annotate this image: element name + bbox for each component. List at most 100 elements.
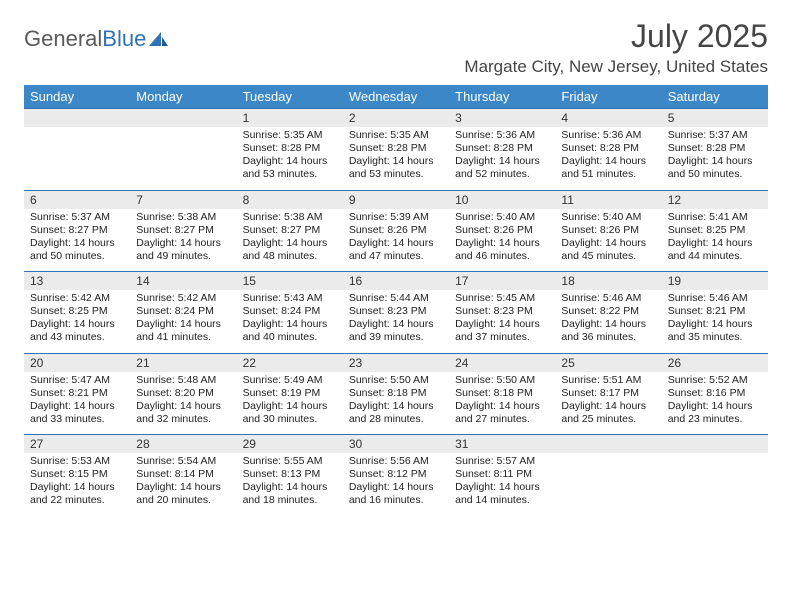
calendar-cell: 19Sunrise: 5:46 AMSunset: 8:21 PMDayligh… xyxy=(662,271,768,353)
date-bar: 7 xyxy=(130,190,236,209)
brand-text-2: Blue xyxy=(102,26,146,52)
calendar-cell: 3Sunrise: 5:36 AMSunset: 8:28 PMDaylight… xyxy=(449,108,555,190)
daylight2-text: and 46 minutes. xyxy=(455,250,549,263)
daylight2-text: and 50 minutes. xyxy=(668,168,762,181)
day-header: Saturday xyxy=(662,85,768,108)
sunrise-text: Sunrise: 5:40 AM xyxy=(455,211,549,224)
cell-body: Sunrise: 5:43 AMSunset: 8:24 PMDaylight:… xyxy=(237,290,343,353)
sunrise-text: Sunrise: 5:42 AM xyxy=(30,292,124,305)
date-bar: 26 xyxy=(662,353,768,372)
cell-body: Sunrise: 5:47 AMSunset: 8:21 PMDaylight:… xyxy=(24,372,130,435)
cell-body: Sunrise: 5:39 AMSunset: 8:26 PMDaylight:… xyxy=(343,209,449,272)
date-bar: 28 xyxy=(130,434,236,453)
daylight2-text: and 22 minutes. xyxy=(30,494,124,507)
calendar-cell: 16Sunrise: 5:44 AMSunset: 8:23 PMDayligh… xyxy=(343,271,449,353)
date-bar: 13 xyxy=(24,271,130,290)
calendar-cell: 26Sunrise: 5:52 AMSunset: 8:16 PMDayligh… xyxy=(662,353,768,435)
calendar-cell: 30Sunrise: 5:56 AMSunset: 8:12 PMDayligh… xyxy=(343,434,449,516)
date-bar: 31 xyxy=(449,434,555,453)
sunrise-text: Sunrise: 5:41 AM xyxy=(668,211,762,224)
date-bar: 20 xyxy=(24,353,130,372)
daylight2-text: and 36 minutes. xyxy=(561,331,655,344)
cell-body: Sunrise: 5:50 AMSunset: 8:18 PMDaylight:… xyxy=(449,372,555,435)
day-header-row: SundayMondayTuesdayWednesdayThursdayFrid… xyxy=(24,85,768,108)
sunrise-text: Sunrise: 5:45 AM xyxy=(455,292,549,305)
week-row: 27Sunrise: 5:53 AMSunset: 8:15 PMDayligh… xyxy=(24,434,768,516)
daylight1-text: Daylight: 14 hours xyxy=(243,481,337,494)
sunrise-text: Sunrise: 5:35 AM xyxy=(243,129,337,142)
calendar-cell: 25Sunrise: 5:51 AMSunset: 8:17 PMDayligh… xyxy=(555,353,661,435)
calendar-cell: 14Sunrise: 5:42 AMSunset: 8:24 PMDayligh… xyxy=(130,271,236,353)
cell-body: Sunrise: 5:38 AMSunset: 8:27 PMDaylight:… xyxy=(130,209,236,272)
calendar-cell: 23Sunrise: 5:50 AMSunset: 8:18 PMDayligh… xyxy=(343,353,449,435)
cell-body: Sunrise: 5:57 AMSunset: 8:11 PMDaylight:… xyxy=(449,453,555,516)
daylight1-text: Daylight: 14 hours xyxy=(455,237,549,250)
sunset-text: Sunset: 8:18 PM xyxy=(455,387,549,400)
daylight2-text: and 49 minutes. xyxy=(136,250,230,263)
daylight1-text: Daylight: 14 hours xyxy=(30,481,124,494)
cell-body: Sunrise: 5:46 AMSunset: 8:21 PMDaylight:… xyxy=(662,290,768,353)
date-bar xyxy=(130,108,236,127)
sunset-text: Sunset: 8:13 PM xyxy=(243,468,337,481)
cell-body: Sunrise: 5:38 AMSunset: 8:27 PMDaylight:… xyxy=(237,209,343,272)
sunset-text: Sunset: 8:26 PM xyxy=(349,224,443,237)
daylight2-text: and 48 minutes. xyxy=(243,250,337,263)
date-bar: 18 xyxy=(555,271,661,290)
cell-body: Sunrise: 5:37 AMSunset: 8:27 PMDaylight:… xyxy=(24,209,130,272)
cell-body: Sunrise: 5:36 AMSunset: 8:28 PMDaylight:… xyxy=(555,127,661,190)
sunset-text: Sunset: 8:23 PM xyxy=(455,305,549,318)
week-row: 13Sunrise: 5:42 AMSunset: 8:25 PMDayligh… xyxy=(24,271,768,353)
sunset-text: Sunset: 8:27 PM xyxy=(243,224,337,237)
date-bar: 19 xyxy=(662,271,768,290)
date-bar: 12 xyxy=(662,190,768,209)
day-header: Thursday xyxy=(449,85,555,108)
daylight2-text: and 32 minutes. xyxy=(136,413,230,426)
sunrise-text: Sunrise: 5:43 AM xyxy=(243,292,337,305)
calendar-cell: 5Sunrise: 5:37 AMSunset: 8:28 PMDaylight… xyxy=(662,108,768,190)
calendar-cell: 31Sunrise: 5:57 AMSunset: 8:11 PMDayligh… xyxy=(449,434,555,516)
calendar-cell: 7Sunrise: 5:38 AMSunset: 8:27 PMDaylight… xyxy=(130,190,236,272)
sunrise-text: Sunrise: 5:40 AM xyxy=(561,211,655,224)
sunrise-text: Sunrise: 5:46 AM xyxy=(668,292,762,305)
date-bar: 9 xyxy=(343,190,449,209)
brand-logo: GeneralBlue xyxy=(24,18,170,52)
sunrise-text: Sunrise: 5:37 AM xyxy=(30,211,124,224)
daylight1-text: Daylight: 14 hours xyxy=(668,237,762,250)
sunrise-text: Sunrise: 5:38 AM xyxy=(136,211,230,224)
daylight1-text: Daylight: 14 hours xyxy=(668,400,762,413)
date-bar: 10 xyxy=(449,190,555,209)
daylight1-text: Daylight: 14 hours xyxy=(30,318,124,331)
daylight2-text: and 39 minutes. xyxy=(349,331,443,344)
sunset-text: Sunset: 8:19 PM xyxy=(243,387,337,400)
calendar-cell: 27Sunrise: 5:53 AMSunset: 8:15 PMDayligh… xyxy=(24,434,130,516)
calendar-cell: 20Sunrise: 5:47 AMSunset: 8:21 PMDayligh… xyxy=(24,353,130,435)
sunrise-text: Sunrise: 5:50 AM xyxy=(455,374,549,387)
week-row: 6Sunrise: 5:37 AMSunset: 8:27 PMDaylight… xyxy=(24,190,768,272)
daylight2-text: and 47 minutes. xyxy=(349,250,443,263)
sunset-text: Sunset: 8:18 PM xyxy=(349,387,443,400)
date-bar: 11 xyxy=(555,190,661,209)
sunset-text: Sunset: 8:23 PM xyxy=(349,305,443,318)
daylight1-text: Daylight: 14 hours xyxy=(349,237,443,250)
date-bar xyxy=(662,434,768,453)
date-bar: 30 xyxy=(343,434,449,453)
brand-sail-icon xyxy=(148,31,170,49)
date-bar xyxy=(555,434,661,453)
calendar-cell: 18Sunrise: 5:46 AMSunset: 8:22 PMDayligh… xyxy=(555,271,661,353)
brand-text-1: General xyxy=(24,26,102,52)
daylight2-text: and 14 minutes. xyxy=(455,494,549,507)
daylight2-text: and 50 minutes. xyxy=(30,250,124,263)
cell-body: Sunrise: 5:35 AMSunset: 8:28 PMDaylight:… xyxy=(237,127,343,190)
title-block: July 2025 Margate City, New Jersey, Unit… xyxy=(464,18,768,77)
daylight1-text: Daylight: 14 hours xyxy=(455,318,549,331)
daylight1-text: Daylight: 14 hours xyxy=(243,400,337,413)
sunset-text: Sunset: 8:16 PM xyxy=(668,387,762,400)
sunset-text: Sunset: 8:25 PM xyxy=(668,224,762,237)
cell-body: Sunrise: 5:40 AMSunset: 8:26 PMDaylight:… xyxy=(449,209,555,272)
date-bar: 27 xyxy=(24,434,130,453)
cell-body: Sunrise: 5:55 AMSunset: 8:13 PMDaylight:… xyxy=(237,453,343,516)
sunset-text: Sunset: 8:24 PM xyxy=(136,305,230,318)
location-text: Margate City, New Jersey, United States xyxy=(464,57,768,77)
date-bar: 14 xyxy=(130,271,236,290)
date-bar: 5 xyxy=(662,108,768,127)
